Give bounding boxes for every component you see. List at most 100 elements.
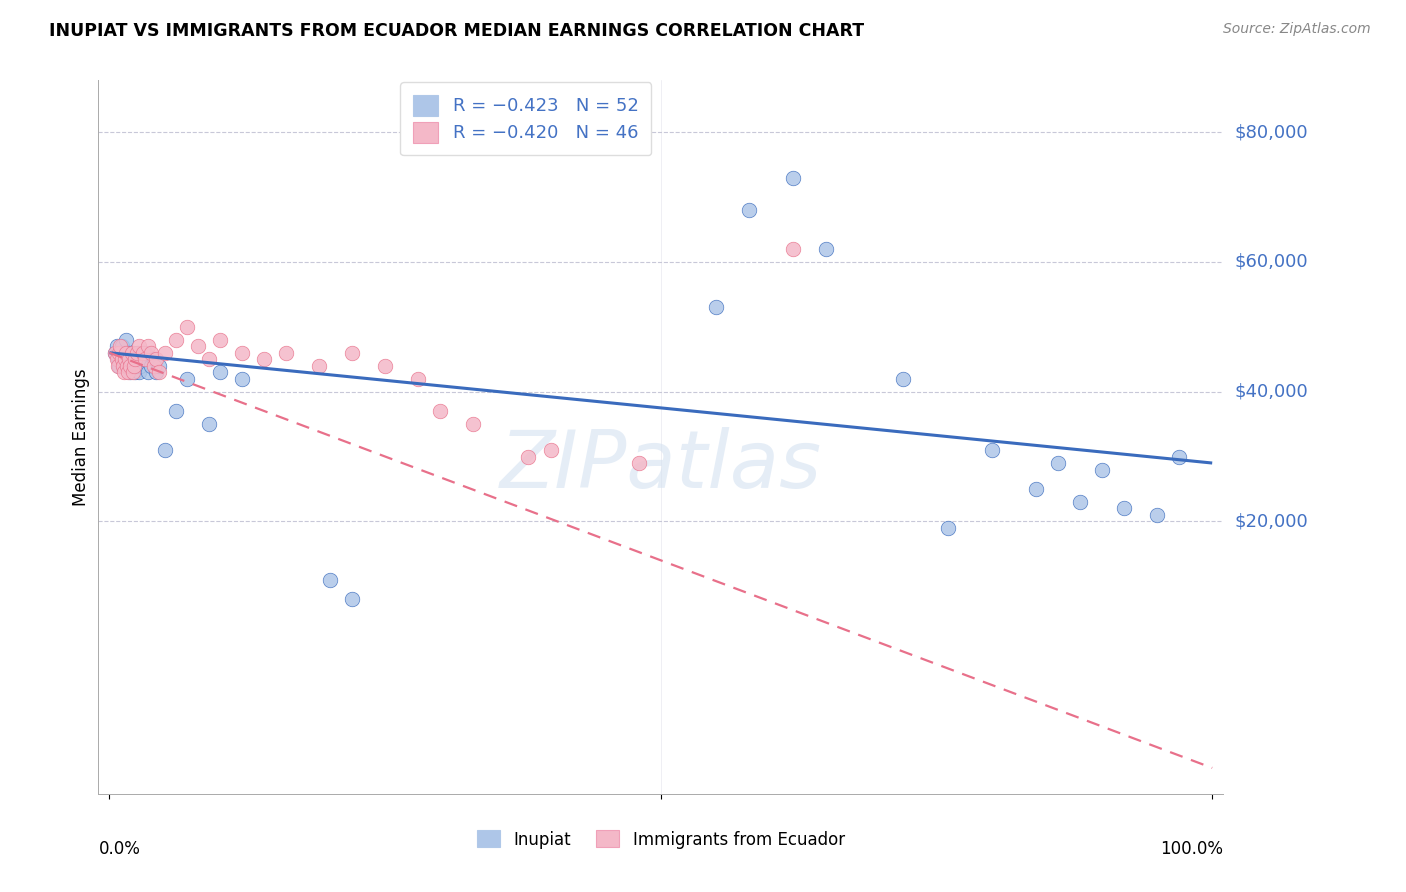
Point [121, 345, 143, 359]
Point [936, 521, 959, 535]
Text: $40,000: $40,000 [1234, 383, 1308, 401]
Point [319, 573, 342, 587]
Point [429, 404, 451, 418]
Point [540, 443, 562, 458]
Point [782, 170, 804, 185]
Point [128, 365, 150, 379]
Point [121, 345, 143, 359]
Point [115, 345, 138, 359]
Point [110, 339, 132, 353]
Point [127, 345, 149, 359]
Point [107, 359, 129, 373]
Point [782, 242, 804, 256]
Point [253, 352, 276, 367]
Point [105, 352, 128, 367]
Point [197, 417, 219, 431]
Point [115, 359, 138, 373]
Point [134, 345, 156, 359]
Point [153, 345, 176, 359]
Point [141, 345, 163, 359]
Text: 0.0%: 0.0% [98, 840, 141, 858]
Text: $80,000: $80,000 [1234, 123, 1308, 141]
Text: INUPIAT VS IMMIGRANTS FROM ECUADOR MEDIAN EARNINGS CORRELATION CHART: INUPIAT VS IMMIGRANTS FROM ECUADOR MEDIA… [49, 22, 865, 40]
Point [129, 359, 152, 373]
Point [122, 359, 145, 373]
Point [121, 365, 143, 379]
Point [118, 352, 141, 367]
Point [118, 352, 141, 367]
Point [738, 202, 761, 217]
Point [340, 592, 363, 607]
Text: $60,000: $60,000 [1234, 253, 1308, 271]
Point [893, 372, 915, 386]
Point [1168, 450, 1191, 464]
Point [110, 352, 132, 367]
Point [231, 345, 253, 359]
Point [374, 359, 396, 373]
Point [141, 359, 163, 373]
Point [176, 372, 198, 386]
Text: ZIPatlas: ZIPatlas [499, 426, 823, 505]
Point [627, 456, 650, 470]
Point [107, 352, 129, 367]
Point [125, 359, 148, 373]
Point [165, 333, 187, 347]
Point [208, 333, 231, 347]
Point [704, 301, 727, 315]
Point [124, 352, 146, 367]
Point [104, 345, 127, 359]
Text: 100.0%: 100.0% [1160, 840, 1223, 858]
Point [117, 365, 139, 379]
Point [463, 417, 485, 431]
Point [104, 345, 127, 359]
Point [980, 443, 1002, 458]
Point [197, 352, 219, 367]
Point [125, 352, 148, 367]
Point [112, 365, 135, 379]
Text: $20,000: $20,000 [1234, 512, 1308, 531]
Point [1069, 495, 1091, 509]
Point [187, 339, 209, 353]
Point [165, 404, 187, 418]
Point [517, 450, 540, 464]
Point [176, 319, 198, 334]
Point [136, 365, 159, 379]
Point [115, 333, 138, 347]
Point [815, 242, 838, 256]
Point [134, 352, 156, 367]
Point [142, 359, 165, 373]
Point [131, 352, 153, 367]
Point [136, 339, 159, 353]
Point [115, 359, 138, 373]
Point [128, 339, 150, 353]
Point [111, 359, 134, 373]
Point [105, 339, 128, 353]
Point [148, 365, 170, 379]
Point [125, 345, 148, 359]
Point [1091, 462, 1114, 476]
Point [114, 352, 136, 367]
Point [114, 345, 136, 359]
Point [274, 345, 297, 359]
Point [122, 352, 145, 367]
Point [153, 443, 176, 458]
Text: Source: ZipAtlas.com: Source: ZipAtlas.com [1223, 22, 1371, 37]
Point [120, 359, 142, 373]
Point [145, 352, 167, 367]
Point [120, 365, 142, 379]
Point [108, 359, 131, 373]
Point [110, 339, 132, 353]
Point [308, 359, 330, 373]
Point [142, 352, 165, 367]
Point [111, 352, 134, 367]
Point [145, 365, 167, 379]
Point [1146, 508, 1168, 522]
Y-axis label: Median Earnings: Median Earnings [72, 368, 90, 506]
Point [231, 372, 253, 386]
Point [1046, 456, 1069, 470]
Point [121, 359, 143, 373]
Point [340, 345, 363, 359]
Point [1112, 501, 1135, 516]
Point [117, 345, 139, 359]
Point [131, 345, 153, 359]
